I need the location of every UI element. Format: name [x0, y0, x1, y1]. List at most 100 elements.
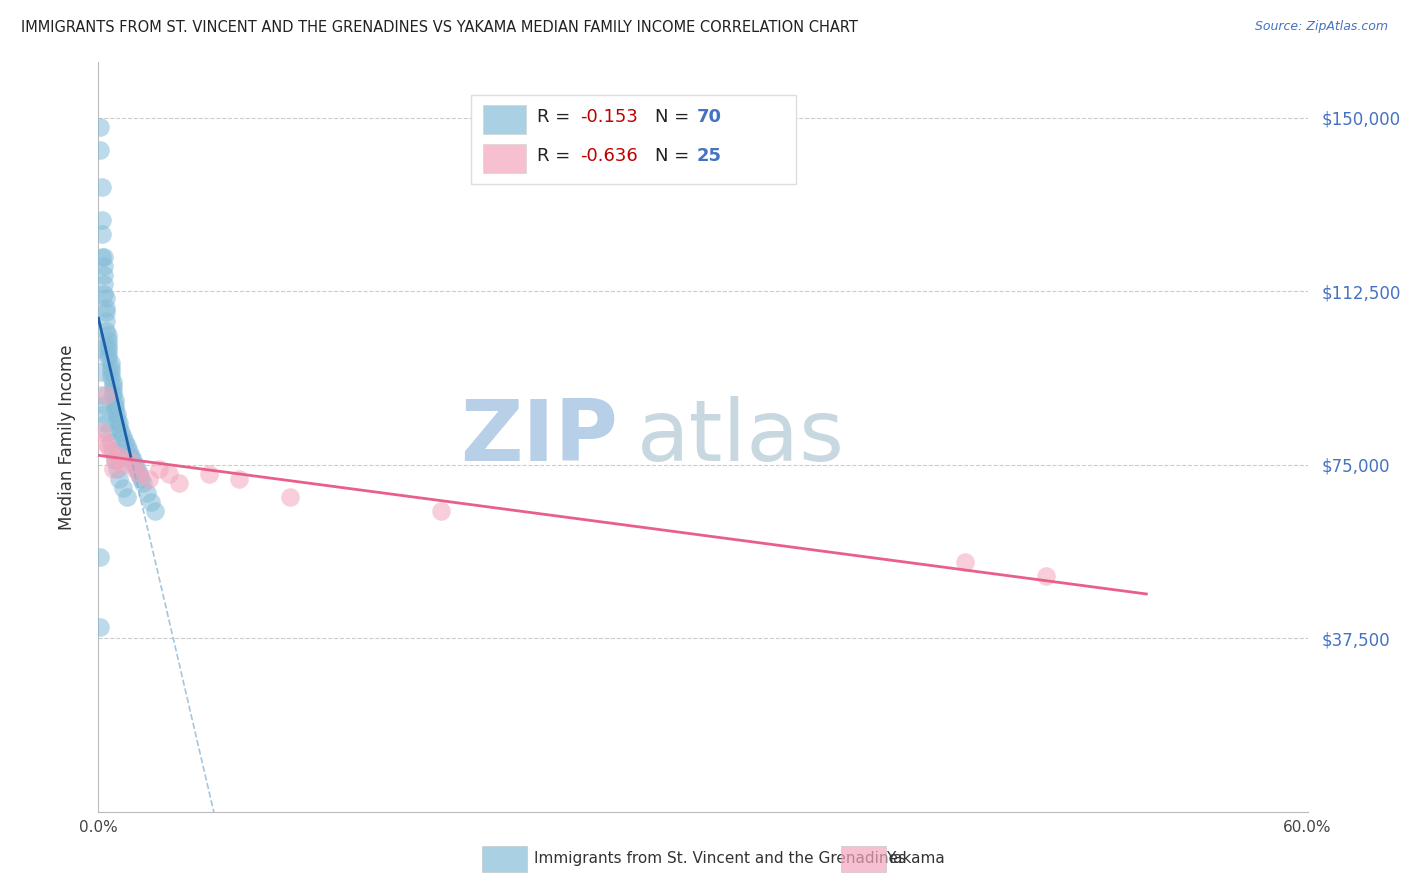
Text: Immigrants from St. Vincent and the Grenadines: Immigrants from St. Vincent and the Gren… [534, 851, 907, 865]
Point [139, 495, 162, 509]
Text: atlas: atlas [637, 395, 845, 479]
Point [103, 402, 125, 417]
Point [91, 250, 114, 264]
Point [101, 444, 124, 458]
Point [953, 555, 976, 569]
Point [103, 393, 125, 408]
Point [89, 144, 111, 158]
Point [89, 120, 111, 135]
Point [124, 462, 146, 476]
Point [167, 476, 190, 491]
Point [89, 342, 111, 356]
Point [93, 277, 115, 292]
Point [111, 481, 134, 495]
Point [91, 227, 114, 241]
Text: -0.153: -0.153 [579, 108, 637, 126]
FancyBboxPatch shape [482, 145, 526, 172]
Point [115, 439, 138, 453]
Point [1035, 569, 1057, 583]
Point [110, 425, 132, 440]
Point [107, 416, 129, 430]
Text: R =: R = [537, 108, 576, 126]
Point [96, 388, 118, 402]
Point [148, 462, 170, 476]
Point [125, 462, 148, 476]
Point [97, 342, 120, 356]
Point [103, 453, 125, 467]
Point [114, 434, 136, 449]
Text: Yakama: Yakama [886, 851, 945, 865]
Point [100, 444, 122, 458]
Point [101, 462, 124, 476]
Text: N =: N = [655, 108, 695, 126]
Point [96, 324, 118, 338]
Point [132, 476, 155, 491]
Point [97, 351, 120, 366]
Point [430, 504, 453, 518]
Point [89, 550, 111, 565]
Text: 70: 70 [697, 108, 721, 126]
Point [97, 337, 120, 351]
FancyBboxPatch shape [482, 105, 526, 134]
Text: -0.636: -0.636 [579, 147, 637, 165]
Point [118, 453, 141, 467]
Point [138, 472, 160, 486]
Point [93, 286, 115, 301]
Point [96, 416, 118, 430]
Point [228, 472, 250, 486]
Point [107, 472, 129, 486]
Point [93, 398, 115, 412]
Text: ZIP: ZIP [461, 395, 619, 479]
Text: IMMIGRANTS FROM ST. VINCENT AND THE GRENADINES VS YAKAMA MEDIAN FAMILY INCOME CO: IMMIGRANTS FROM ST. VINCENT AND THE GREN… [21, 20, 858, 35]
Point [128, 467, 150, 481]
Point [278, 490, 301, 504]
Point [97, 328, 120, 343]
Point [91, 212, 114, 227]
Point [107, 421, 129, 435]
Point [121, 453, 143, 467]
Point [107, 449, 129, 463]
Point [101, 384, 124, 398]
Point [124, 458, 146, 472]
Point [97, 425, 120, 440]
Point [105, 411, 128, 425]
Point [93, 250, 115, 264]
Point [100, 434, 122, 449]
FancyBboxPatch shape [471, 95, 796, 184]
Point [101, 379, 124, 393]
Point [118, 444, 141, 458]
Point [111, 458, 134, 472]
Point [198, 467, 221, 481]
Point [100, 370, 122, 384]
Point [89, 365, 111, 379]
Point [96, 291, 118, 305]
Point [103, 398, 125, 412]
Point [120, 449, 142, 463]
Text: 25: 25 [697, 147, 721, 165]
Point [89, 620, 111, 634]
Point [96, 314, 118, 328]
Point [105, 462, 128, 476]
Point [100, 360, 122, 375]
Point [115, 490, 138, 504]
Point [157, 467, 180, 481]
Point [97, 347, 120, 361]
Point [111, 430, 134, 444]
Point [96, 305, 118, 319]
Point [105, 407, 128, 421]
Point [97, 439, 120, 453]
Text: N =: N = [655, 147, 695, 165]
Point [93, 434, 115, 449]
Point [135, 485, 157, 500]
Point [91, 388, 114, 402]
Point [93, 259, 115, 273]
Point [97, 333, 120, 347]
Point [93, 407, 115, 421]
Text: R =: R = [537, 147, 576, 165]
Point [101, 388, 124, 402]
Point [96, 301, 118, 315]
Y-axis label: Median Family Income: Median Family Income [58, 344, 76, 530]
Point [103, 453, 125, 467]
Point [129, 472, 152, 486]
Point [93, 268, 115, 283]
